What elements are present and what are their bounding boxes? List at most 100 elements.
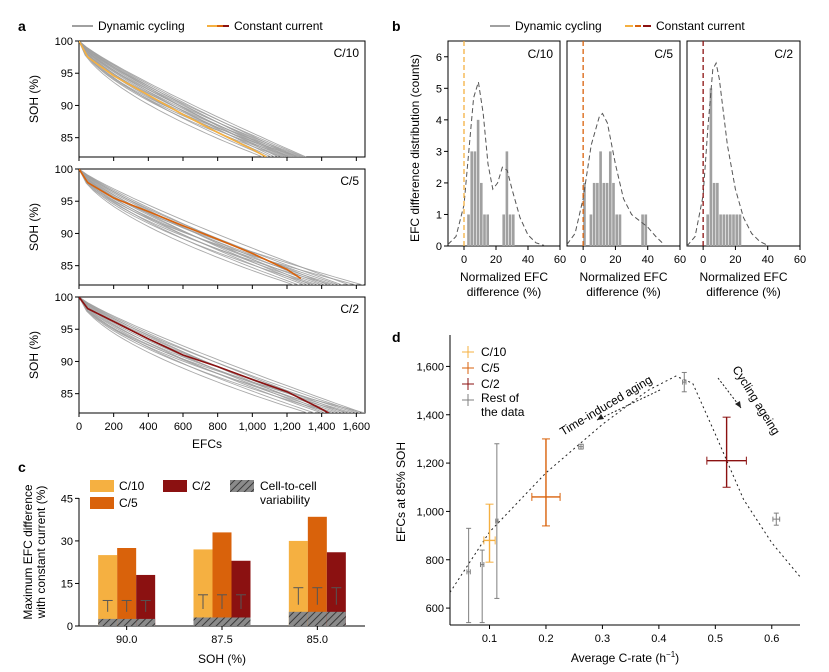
x-tick-label: 20 xyxy=(490,254,502,266)
histogram-bar xyxy=(615,214,619,246)
legend-constant-label: Constant current xyxy=(234,19,323,33)
annotation-cycling: Cycling ageing xyxy=(729,363,783,437)
histogram-bar xyxy=(470,151,473,246)
c-legend-c10-label: C/10 xyxy=(119,479,145,493)
panel-b-legend: Dynamic cycling Constant current xyxy=(490,19,745,33)
dynamic-cycling-curve xyxy=(79,169,350,285)
dynamic-cycling-curve xyxy=(79,297,333,413)
histogram-bar xyxy=(735,214,739,246)
dynamic-cycling-curve xyxy=(79,169,333,285)
dynamic-cycling-curve xyxy=(79,41,293,157)
variability-hatch xyxy=(117,618,137,626)
point-c-5 xyxy=(531,438,561,527)
b-xlabel-line1: Normalized EFC xyxy=(579,270,667,284)
annotation-arrowhead-time xyxy=(597,414,604,420)
histogram-bar xyxy=(502,214,505,246)
d-xlabel: Average C-rate (h−1) xyxy=(571,650,679,665)
dynamic-cycling-curve xyxy=(79,169,312,285)
point-rest xyxy=(578,443,584,450)
x-tick-label: 0.4 xyxy=(651,633,666,645)
x-tick-label: 0 xyxy=(700,254,706,266)
b-xlabel-line1: Normalized EFC xyxy=(460,270,548,284)
rate-label: C/10 xyxy=(334,46,360,60)
a-xlabel: EFCs xyxy=(192,437,222,451)
dynamic-cycling-curve xyxy=(79,169,364,285)
histogram-bar xyxy=(716,182,719,246)
point-rest xyxy=(772,512,781,526)
soh-subplot-1: 85 90 95 100 SOH (%) C/10 xyxy=(27,36,366,161)
histogram-bar xyxy=(505,151,509,246)
b-xlabel-line2: difference (%) xyxy=(586,285,660,299)
histogram-bar xyxy=(476,119,480,246)
x-tick-label: 0 xyxy=(461,254,467,266)
x-tick-label: 20 xyxy=(609,254,621,266)
dynamic-cycling-curve xyxy=(79,297,347,413)
panel-c-plot: 0 15 30 45 90.0 87.5 85.0 xyxy=(61,493,365,646)
histogram-bar xyxy=(738,214,742,246)
x-tick-label: 400 xyxy=(139,421,157,433)
variability-hatch xyxy=(288,611,308,626)
c-legend-c5-swatch xyxy=(90,497,114,509)
c-xlabel: SOH (%) xyxy=(198,652,246,666)
x-tick-label: 0.3 xyxy=(595,633,610,645)
y-tick-label: 1,200 xyxy=(416,458,444,470)
point-c-2 xyxy=(706,416,747,488)
dynamic-cycling-curve xyxy=(79,169,336,285)
y-tick-label: 85 xyxy=(61,389,73,401)
histogram-bar xyxy=(583,182,586,246)
panel-b-label: b xyxy=(392,18,401,34)
bar-c-5 xyxy=(212,532,232,626)
rate-label: C/10 xyxy=(528,47,554,61)
legend-label: C/2 xyxy=(481,377,500,391)
histogram-bar xyxy=(644,214,648,246)
rate-label: C/5 xyxy=(654,47,673,61)
c-legend-variability-swatch xyxy=(230,480,254,492)
soh-ylabel: SOH (%) xyxy=(27,331,41,379)
histogram-bar xyxy=(599,151,602,246)
y-tick-label: 95 xyxy=(61,324,73,336)
annotation-time-induced: Time-induced aging xyxy=(557,373,654,439)
y-tick-label: 85 xyxy=(61,133,73,145)
histogram-bar xyxy=(596,182,599,246)
y-tick-label: 3 xyxy=(436,146,442,158)
dynamic-cycling-curve xyxy=(79,169,295,285)
histogram-bar xyxy=(473,151,477,246)
panel-c-legend: C/10 C/5 C/2 Cell-to-cell variability xyxy=(90,479,317,510)
bar-c-10 xyxy=(193,549,213,626)
subplot-frame xyxy=(566,40,681,247)
x-tick-label: 200 xyxy=(104,421,122,433)
b-ylabel: EFC difference distribution (counts) xyxy=(408,54,422,242)
x-tick-label: 1,200 xyxy=(273,421,301,433)
panel-d-plot: 600 800 1,000 1,200 1,400 1,600 0.1 0.2 0.3 0.4 0.… xyxy=(416,335,801,645)
y-tick-label: 4 xyxy=(436,115,442,127)
histogram-bar xyxy=(719,214,722,246)
y-tick-label: 100 xyxy=(55,292,73,304)
dynamic-cycling-curve xyxy=(79,169,340,285)
dynamic-cycling-curve xyxy=(79,41,302,157)
dynamic-cycling-curve xyxy=(79,41,305,157)
kde-curve xyxy=(686,61,768,247)
histogram-bar xyxy=(508,214,512,246)
bar-c-5 xyxy=(117,548,137,626)
b-xlabel-line2: difference (%) xyxy=(706,285,780,299)
legend-dynamic-label: Dynamic cycling xyxy=(98,19,185,33)
soh-subplot-3: 85 90 95 100 0 200 400 600 800 1,000 1,200 1,400 1,6… xyxy=(27,292,370,433)
y-tick-label: 100 xyxy=(55,36,73,48)
histogram-bar xyxy=(605,182,609,246)
x-tick-label: 60 xyxy=(554,254,566,266)
d-ylabel: EFCs at 85% SOH xyxy=(394,442,408,542)
legend-label: C/5 xyxy=(481,361,500,375)
dynamic-cycling-curve xyxy=(79,297,364,413)
bar-c-10 xyxy=(98,555,118,626)
rate-label: C/5 xyxy=(340,174,359,188)
x-tick-label: 40 xyxy=(762,254,774,266)
dynamic-cycling-curve xyxy=(79,41,289,157)
legend-rest-line1: Rest of xyxy=(481,391,520,405)
b-xlabel-line1: Normalized EFC xyxy=(699,270,787,284)
subplot-lines xyxy=(79,41,307,157)
soh-ylabel: SOH (%) xyxy=(27,203,41,251)
